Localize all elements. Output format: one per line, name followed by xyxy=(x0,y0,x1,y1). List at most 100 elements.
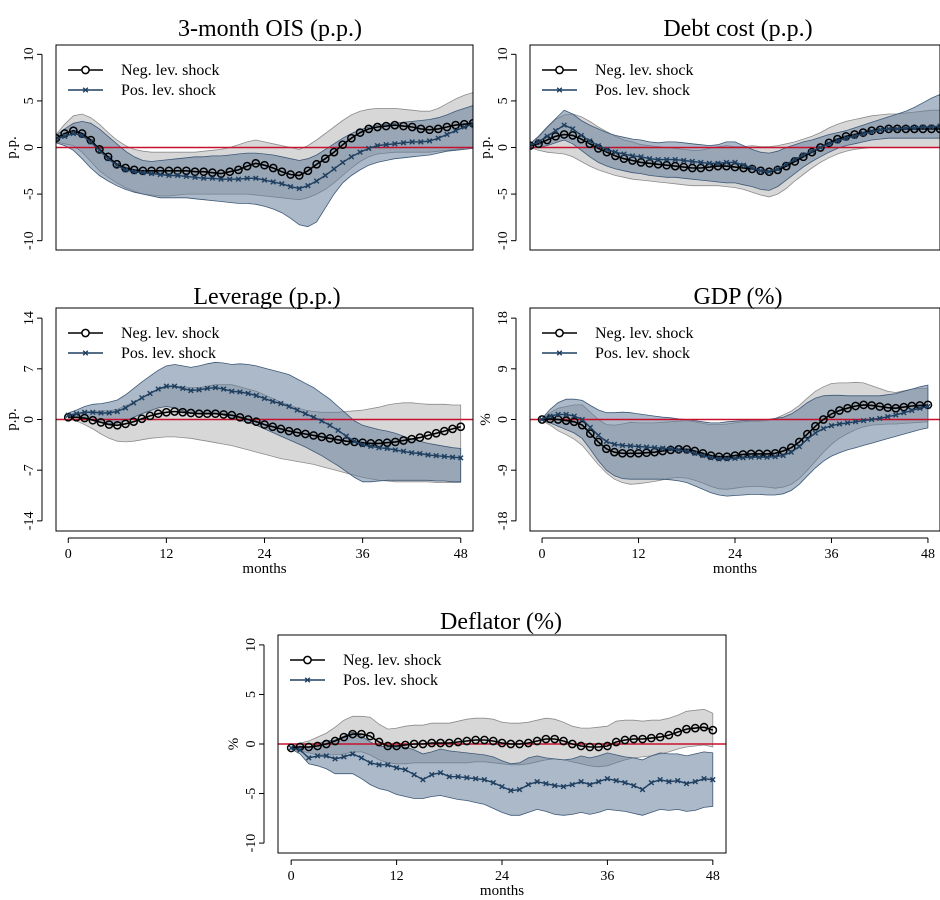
y-tick-label: 0 xyxy=(22,144,37,151)
neg-shock-point xyxy=(145,411,155,421)
pos-shock-point xyxy=(783,161,790,168)
x-tick-label: 12 xyxy=(159,547,173,562)
neg-shock-point xyxy=(653,159,663,169)
neg-shock-point xyxy=(399,121,408,131)
neg-shock-point xyxy=(699,722,709,732)
pos-shock-point xyxy=(666,778,672,785)
pos-shock-point xyxy=(286,403,292,410)
pos-shock-point xyxy=(646,155,653,162)
neg-shock-point xyxy=(698,448,708,458)
neg-shock-point xyxy=(682,444,692,454)
pos-shock-point xyxy=(706,160,713,167)
neg-shock-point xyxy=(899,402,909,412)
neg-shock-point xyxy=(585,429,595,438)
neg-shock-point xyxy=(325,433,335,443)
pos-shock-point xyxy=(788,449,795,455)
neg-shock-point xyxy=(891,403,901,413)
pos-shock-point xyxy=(774,166,781,172)
neg-shock-point xyxy=(423,431,433,440)
pos-shock-point xyxy=(359,442,366,448)
pos-shock-point xyxy=(701,775,707,782)
neg-shock-point xyxy=(268,422,278,432)
pos-shock-point xyxy=(732,455,738,462)
neg-shock-point xyxy=(373,122,382,132)
neg-shock-point xyxy=(227,410,237,420)
neg-shock-point xyxy=(462,736,472,746)
neg-shock-point xyxy=(357,729,366,739)
pos-shock-point xyxy=(106,410,112,416)
legend-neg-label: Neg. lev. shock xyxy=(121,325,220,342)
neg-shock-point xyxy=(216,169,226,178)
x-tick-label: 24 xyxy=(495,869,509,884)
neg-shock-point xyxy=(77,129,87,138)
neg-shock-point xyxy=(338,140,348,150)
legend: Neg. lev. shock Pos. lev. shock xyxy=(542,62,694,99)
pos-shock-point xyxy=(313,178,320,184)
pos-shock-point xyxy=(812,430,819,436)
neg-shock-point xyxy=(594,742,603,752)
neg-shock-point xyxy=(415,433,425,442)
pos-shock-point xyxy=(70,130,77,137)
pos-shock-point xyxy=(318,418,325,424)
pos-shock-point xyxy=(710,776,716,783)
pos-shock-point xyxy=(804,436,811,443)
pos-shock-point xyxy=(131,168,137,175)
neg-shock-point xyxy=(425,125,434,135)
neg-shock-point xyxy=(137,414,147,424)
y-tick-label: 5 xyxy=(496,97,511,104)
neg-shock-point xyxy=(173,166,182,176)
neg-shock-point xyxy=(260,160,269,170)
pos-shock-point xyxy=(884,413,891,420)
neg-shock-point xyxy=(80,413,89,423)
neg-shock-point xyxy=(407,434,417,444)
neg-shock-point xyxy=(662,160,672,170)
pos-shock-point xyxy=(163,383,170,389)
neg-shock-point xyxy=(382,438,392,448)
neg-shock-point xyxy=(186,408,196,418)
pos-shock-point xyxy=(65,412,72,418)
pos-shock-point xyxy=(611,441,618,448)
neg-shock-point xyxy=(243,415,253,424)
pos-shock-point xyxy=(365,145,372,152)
neg-shock-point xyxy=(541,734,551,744)
plot-frame xyxy=(277,634,727,854)
neg-shock-point xyxy=(347,133,356,143)
neg-shock-point xyxy=(551,131,560,141)
y-tick-label: -10 xyxy=(244,834,259,853)
pos-shock-point xyxy=(579,416,586,423)
neg-shock-point xyxy=(181,166,191,176)
y-tick-label: -9 xyxy=(496,464,511,476)
x-axis-label: months xyxy=(713,561,757,577)
pos-shock-point xyxy=(903,125,909,131)
neg-shock-point xyxy=(448,424,457,434)
x-tick-label: 36 xyxy=(356,547,370,562)
pos-shock-point xyxy=(603,438,610,445)
neg-shock-point xyxy=(401,740,410,750)
neg-shock-point xyxy=(268,163,278,173)
x-tick-label: 12 xyxy=(632,547,646,562)
neg-shock-point xyxy=(515,739,524,749)
x-axis-label: months xyxy=(242,561,286,577)
neg-shock-point xyxy=(602,444,611,454)
pos-shock-point xyxy=(772,453,778,460)
pos-shock-point xyxy=(335,427,341,434)
pos-shock-point xyxy=(826,140,832,147)
pos-shock-point xyxy=(287,183,294,190)
pos-shock-point xyxy=(81,409,88,416)
legend: Neg. lev. shock Pos. lev. shock xyxy=(68,325,220,362)
pos-shock-point xyxy=(834,138,841,144)
pos-shock-point xyxy=(507,787,514,794)
neg-shock-point xyxy=(225,167,235,177)
pos-shock-point xyxy=(560,783,567,790)
pos-shock-point xyxy=(188,387,194,394)
neg-shock-point xyxy=(301,429,310,439)
pos-shock-point xyxy=(367,760,374,766)
pos-shock-point xyxy=(698,159,704,166)
legend-neg-label: Neg. lev. shock xyxy=(595,325,694,342)
neg-shock-point xyxy=(679,162,689,172)
neg-shock-point xyxy=(436,738,445,748)
legend-neg-label: Neg. lev. shock xyxy=(595,62,694,79)
legend-neg-marker xyxy=(555,65,564,75)
pos-shock-point xyxy=(314,753,321,759)
